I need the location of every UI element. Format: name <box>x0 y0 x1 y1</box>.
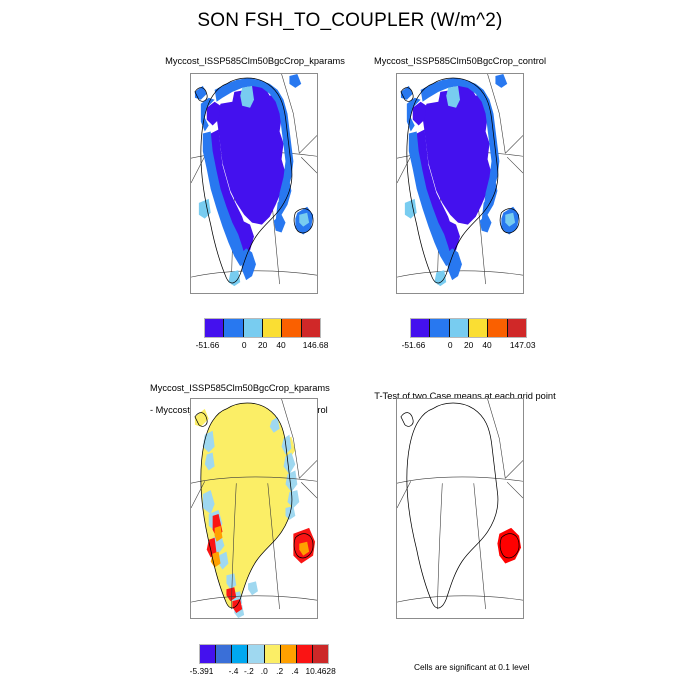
colorbar-segment <box>488 319 508 337</box>
data-cells-lightblue <box>198 85 310 287</box>
map-bottom-right-svg <box>397 399 523 610</box>
colorbar-segment <box>280 645 297 663</box>
coastline <box>400 402 520 609</box>
colorbar-segment <box>205 319 225 337</box>
colorbar-segment <box>200 645 217 663</box>
colorbar-segment <box>232 645 249 663</box>
map-top-left[interactable] <box>190 73 318 294</box>
colorbar-segment <box>430 319 450 337</box>
colorbar-segment <box>262 319 283 337</box>
data-cells-violet <box>206 81 286 259</box>
colorbar-tick-label: 0 <box>241 340 247 350</box>
colorbar-segment <box>507 319 526 337</box>
colorbar-segment <box>224 319 244 337</box>
panel-title-bottom-right: T-Test of two Case means at each grid po… <box>340 380 590 413</box>
colorbar-tick-label: 40 <box>482 340 492 350</box>
map-top-left-svg <box>191 74 317 287</box>
map-bottom-right[interactable] <box>396 398 524 619</box>
colorbar-segment <box>468 319 489 337</box>
colorbar-segment <box>312 645 328 663</box>
colorbar-tick-label: -51.66 <box>195 340 220 350</box>
data-cells-blue <box>194 74 314 281</box>
colorbar-segment <box>248 645 265 663</box>
colorbar-top-right <box>410 318 527 338</box>
coastline <box>194 77 314 284</box>
panel-title-bottom-right-line1: T-Test of two Case means at each grid po… <box>374 391 556 401</box>
colorbar-tick-label: 20 <box>463 340 474 350</box>
page-title: SON FSH_TO_COUPLER (W/m^2) <box>197 10 503 31</box>
map-bottom-left[interactable] <box>190 398 318 619</box>
panel-title-top-left-line1: Myccost_ISSP585Clm50BgcCrop_kparams <box>165 56 345 66</box>
colorbar-tick-label: 146.68 <box>302 340 329 350</box>
data-cells-orange <box>210 525 310 568</box>
colorbar-tick-label: 147.03 <box>509 340 536 350</box>
significance-note: Cells are significant at 0.1 level <box>414 662 530 672</box>
colorbar-tick-label: -.2 <box>244 666 254 676</box>
colorbar-segment <box>449 319 469 337</box>
colorbar-segment <box>243 319 263 337</box>
colorbar-tick-label: 0 <box>447 340 453 350</box>
colorbar-bottom-left <box>199 644 329 664</box>
data-cells-blue <box>400 74 520 281</box>
colorbar-tick-label: 20 <box>257 340 268 350</box>
colorbar-segment <box>411 319 431 337</box>
colorbar-tick-label: .2 <box>276 666 284 676</box>
data-cells-violet <box>412 81 492 259</box>
colorbar-labels-bottom-left: -5.391 -.4 -.2 .0 .2 .4 10.4628 <box>190 666 336 678</box>
colorbar-tick-label: 40 <box>276 340 286 350</box>
data-cells-lightblue <box>404 85 516 287</box>
map-top-right[interactable] <box>396 73 524 294</box>
map-bottom-left-svg <box>191 399 317 618</box>
panel-title-top-right-line1: Myccost_ISSP585Clm50BgcCrop_control <box>373 56 547 66</box>
significant-cells <box>497 527 522 564</box>
colorbar-segment <box>282 319 302 337</box>
colorbar-labels-top-right: -51.66 0 20 40 147.03 <box>402 340 536 352</box>
coastline <box>194 402 314 609</box>
colorbar-segment <box>296 645 313 663</box>
colorbar-segment <box>216 645 233 663</box>
colorbar-tick-label: -.4 <box>228 666 239 676</box>
graticule-lines <box>191 399 317 610</box>
colorbar-segment <box>264 645 281 663</box>
panel-title-bottom-left-line1: Myccost_ISSP585Clm50BgcCrop_kparams <box>150 383 330 393</box>
colorbar-top-left <box>204 318 321 338</box>
colorbar-tick-label: -5.391 <box>189 666 214 676</box>
graticule-lines <box>397 399 523 610</box>
colorbar-labels-top-left: -51.66 0 20 40 146.68 <box>196 340 329 352</box>
colorbar-tick-label: .4 <box>291 666 299 676</box>
map-top-right-svg <box>397 74 523 287</box>
colorbar-tick-label: .0 <box>260 666 268 676</box>
coastline <box>400 77 520 284</box>
colorbar-tick-label: -51.66 <box>401 340 426 350</box>
colorbar-tick-label: 10.4628 <box>305 666 336 676</box>
colorbar-segment <box>301 319 320 337</box>
